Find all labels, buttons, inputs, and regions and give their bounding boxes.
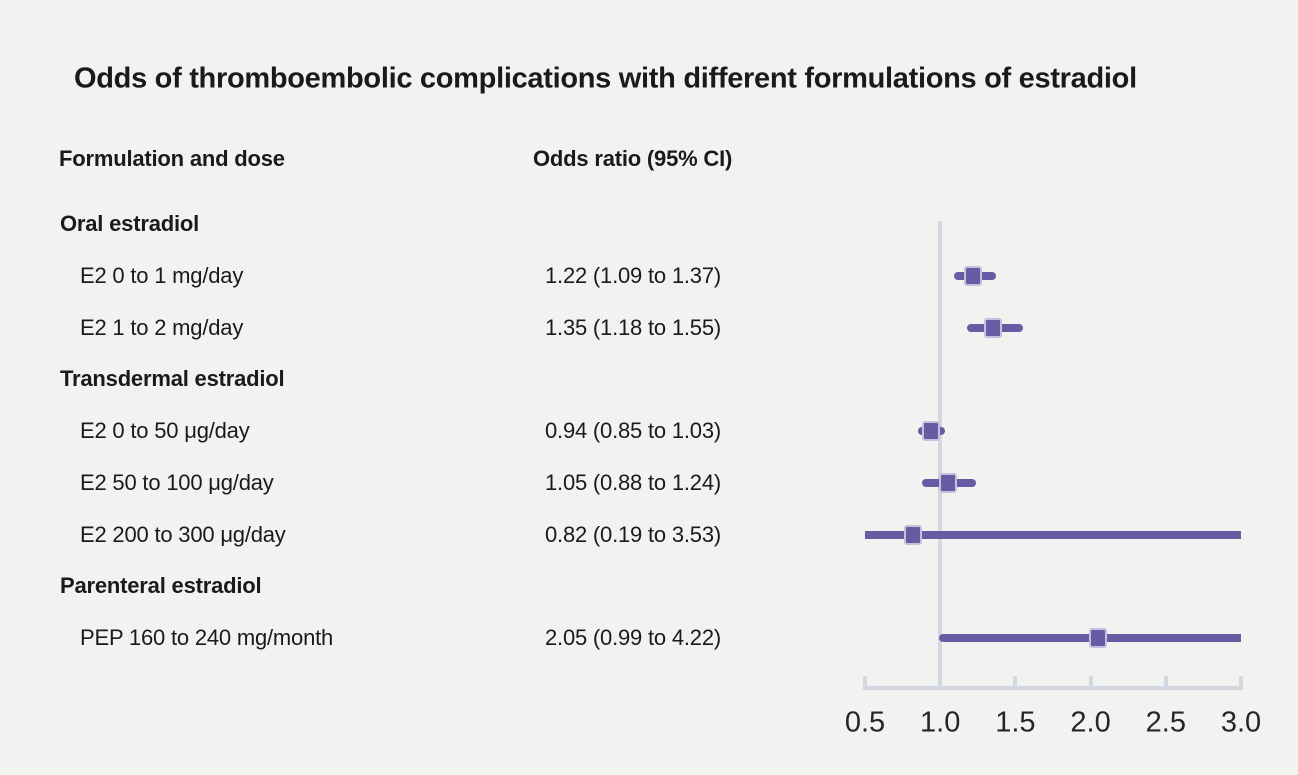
odds-ratio-marker: [904, 524, 923, 545]
axis-tick: [863, 676, 867, 687]
odds-ratio-marker: [922, 421, 941, 441]
odds-ratio-marker: [983, 317, 1002, 338]
row-label: E2 0 to 50 μg/day: [80, 418, 250, 443]
row-label: E2 200 to 300 μg/day: [80, 521, 286, 547]
row-odds-ratio-value: 2.05 (0.99 to 4.22): [545, 625, 721, 650]
confidence-interval-bar: [865, 530, 1241, 539]
row-odds-ratio-value: 0.82 (0.19 to 3.53): [545, 521, 721, 547]
row-label: E2 1 to 2 mg/day: [80, 314, 244, 340]
axis-tick-label: 2.5: [1145, 706, 1186, 739]
axis-tick: [938, 676, 943, 687]
row-odds-ratio-value: 1.35 (1.18 to 1.55): [545, 314, 721, 340]
axis-tick-label: 1.0: [920, 706, 961, 739]
axis-tick-label: 1.5: [995, 706, 1036, 739]
column-header-formulation: Formulation and dose: [59, 146, 285, 171]
axis-tick-label: 2.0: [1070, 706, 1111, 739]
axis-tick-label: 3.0: [1220, 706, 1262, 739]
row-label: E2 0 to 1 mg/day: [80, 262, 244, 288]
section-label: Parenteral estradiol: [60, 573, 262, 599]
axis-tick: [1088, 676, 1093, 687]
reference-line-1.0: [938, 221, 942, 689]
axis-tick: [1239, 676, 1243, 687]
row-odds-ratio-value: 1.05 (0.88 to 1.24): [545, 469, 721, 495]
section-label: Transdermal estradiol: [60, 366, 285, 392]
column-header-odds-ratio: Odds ratio (95% CI): [533, 146, 733, 171]
chart-title: Odds of thromboembolic complications wit…: [74, 62, 1137, 95]
section-label: Oral estradiol: [60, 211, 200, 236]
row-odds-ratio-value: 0.94 (0.85 to 1.03): [545, 418, 721, 443]
row-odds-ratio-value: 1.22 (1.09 to 1.37): [545, 262, 721, 288]
x-axis-line: [863, 686, 1243, 690]
axis-tick: [1163, 676, 1168, 687]
odds-ratio-marker: [1089, 628, 1108, 648]
odds-ratio-marker: [964, 265, 983, 286]
row-label: E2 50 to 100 μg/day: [80, 469, 274, 495]
axis-tick-label: 0.5: [844, 706, 886, 739]
axis-tick: [1013, 676, 1018, 687]
odds-ratio-marker: [938, 472, 957, 493]
row-label: PEP 160 to 240 mg/month: [80, 625, 334, 650]
